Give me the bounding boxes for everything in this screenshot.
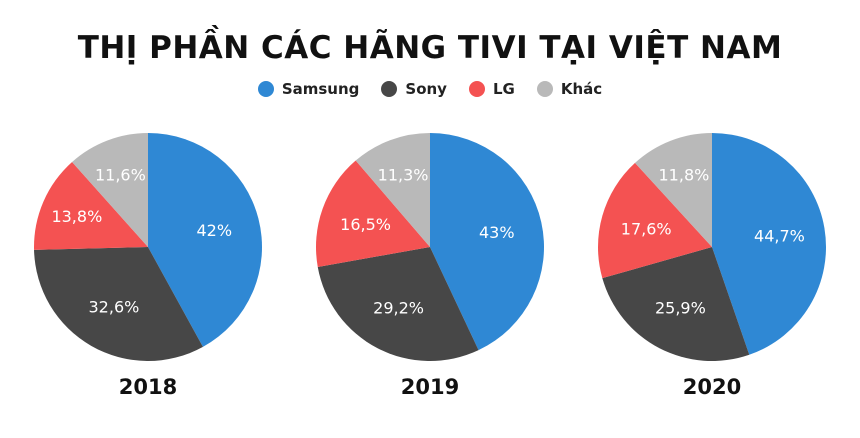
data-label: 44,7% (754, 227, 805, 246)
legend-swatch (536, 81, 553, 97)
data-label: 11,3% (378, 165, 429, 184)
legend-label: Sony (405, 80, 447, 98)
data-label: 29,2% (373, 299, 424, 318)
legend-item-sony: Sony (381, 80, 447, 98)
pie-slice-samsung (148, 133, 263, 347)
legend-swatch (468, 81, 485, 97)
pie-slice-khác (72, 133, 148, 247)
pie-year-label: 2020 (683, 375, 741, 399)
legend-label: Samsung (281, 80, 360, 98)
pie-slice-sony (317, 247, 479, 361)
data-label: 25,9% (655, 299, 706, 318)
data-label: 11,8% (659, 166, 710, 185)
data-label: 42% (196, 221, 232, 240)
data-label: 17,6% (621, 219, 672, 238)
chart-title: THỊ PHẦN CÁC HÃNG TIVI TẠI VIỆT NAM (77, 30, 783, 66)
legend: Samsung Sony LG Khác (0, 80, 860, 98)
data-label: 13,8% (51, 207, 102, 226)
data-label: 32,6% (89, 297, 140, 316)
pie-slice-khác (635, 133, 712, 247)
pie-year-label: 2019 (401, 375, 459, 399)
pie-slice-samsung (712, 133, 826, 355)
pie-slice-khác (355, 133, 430, 247)
legend-item-khac: Khác (536, 80, 603, 98)
pie-year-label: 2018 (119, 375, 177, 399)
pie-slice-lg (34, 161, 149, 250)
data-label: 11,6% (95, 166, 146, 185)
pie-slice-sony (34, 247, 203, 362)
legend-item-lg: LG (468, 80, 515, 98)
pie-slice-lg (316, 160, 430, 267)
legend-label: LG (492, 80, 515, 98)
pie-slice-lg (598, 162, 712, 279)
data-label: 43% (479, 223, 515, 242)
pie-slice-sony (602, 247, 750, 361)
legend-item-samsung: Samsung (257, 80, 360, 98)
legend-label: Khác (560, 80, 603, 98)
data-label: 16,5% (340, 215, 391, 234)
pie-slice-samsung (430, 133, 544, 351)
legend-swatch (381, 81, 398, 97)
legend-swatch (257, 81, 274, 97)
